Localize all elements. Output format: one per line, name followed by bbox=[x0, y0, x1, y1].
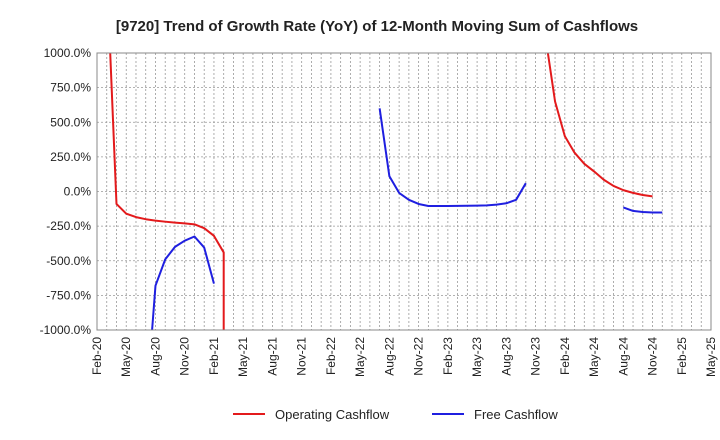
x-tick-label: Feb-25 bbox=[675, 337, 689, 375]
x-tick-label: Nov-23 bbox=[529, 337, 543, 376]
plot-frame bbox=[96, 52, 712, 331]
y-tick-label: -250.0% bbox=[46, 219, 91, 233]
x-tick-label: Feb-24 bbox=[558, 337, 572, 375]
x-tick-label: May-20 bbox=[119, 337, 133, 377]
chart-title: [9720] Trend of Growth Rate (YoY) of 12-… bbox=[116, 18, 638, 35]
x-axis-ticks: Feb-20 May-20 Aug-20 Nov-20 Feb-21 May-21 Aug-… bbox=[90, 337, 718, 377]
series-line-free-cashflow bbox=[151, 235, 215, 330]
x-tick-label: Aug-22 bbox=[382, 337, 396, 376]
y-tick-label: 750.0% bbox=[50, 81, 91, 95]
x-tick-label: May-25 bbox=[704, 337, 718, 377]
legend: Operating Cashflow Free Cashflow bbox=[233, 407, 558, 422]
series-line-operating-cashflow bbox=[109, 53, 225, 330]
series-layer bbox=[109, 53, 663, 330]
x-tick-label: Feb-22 bbox=[324, 337, 338, 375]
x-tick-label: Nov-24 bbox=[646, 337, 660, 376]
series-line-free-cashflow bbox=[378, 108, 527, 208]
x-tick-label: May-21 bbox=[236, 337, 250, 377]
y-tick-label: 250.0% bbox=[50, 150, 91, 164]
x-tick-label: Feb-23 bbox=[441, 337, 455, 375]
legend-label: Free Cashflow bbox=[474, 407, 558, 422]
x-tick-label: Aug-20 bbox=[148, 337, 162, 376]
series-line-operating-cashflow bbox=[546, 53, 653, 198]
y-tick-label: -1000.0% bbox=[40, 323, 92, 337]
x-tick-label: Aug-24 bbox=[616, 337, 630, 376]
y-tick-label: -750.0% bbox=[46, 288, 91, 302]
y-tick-label: -500.0% bbox=[46, 254, 91, 268]
x-tick-label: Aug-21 bbox=[265, 337, 279, 376]
grid-layer bbox=[97, 52, 711, 331]
y-tick-label: 500.0% bbox=[50, 115, 91, 129]
y-axis-ticks: -1000.0% -750.0% -500.0% -250.0% 0.0% 250.0% 5… bbox=[40, 46, 92, 337]
y-tick-label: 1000.0% bbox=[44, 46, 92, 60]
x-tick-label: Feb-21 bbox=[207, 337, 221, 375]
x-tick-label: Nov-21 bbox=[295, 337, 309, 376]
x-tick-label: May-23 bbox=[470, 337, 484, 377]
legend-label: Operating Cashflow bbox=[275, 407, 390, 422]
x-tick-label: May-22 bbox=[353, 337, 367, 377]
x-tick-label: Feb-20 bbox=[90, 337, 104, 375]
x-tick-label: Nov-22 bbox=[412, 337, 426, 376]
y-tick-label: 0.0% bbox=[64, 185, 92, 199]
x-tick-label: Nov-20 bbox=[178, 337, 192, 376]
x-tick-label: Aug-23 bbox=[499, 337, 513, 376]
x-tick-label: May-24 bbox=[587, 337, 601, 377]
series-line-free-cashflow bbox=[622, 206, 663, 214]
